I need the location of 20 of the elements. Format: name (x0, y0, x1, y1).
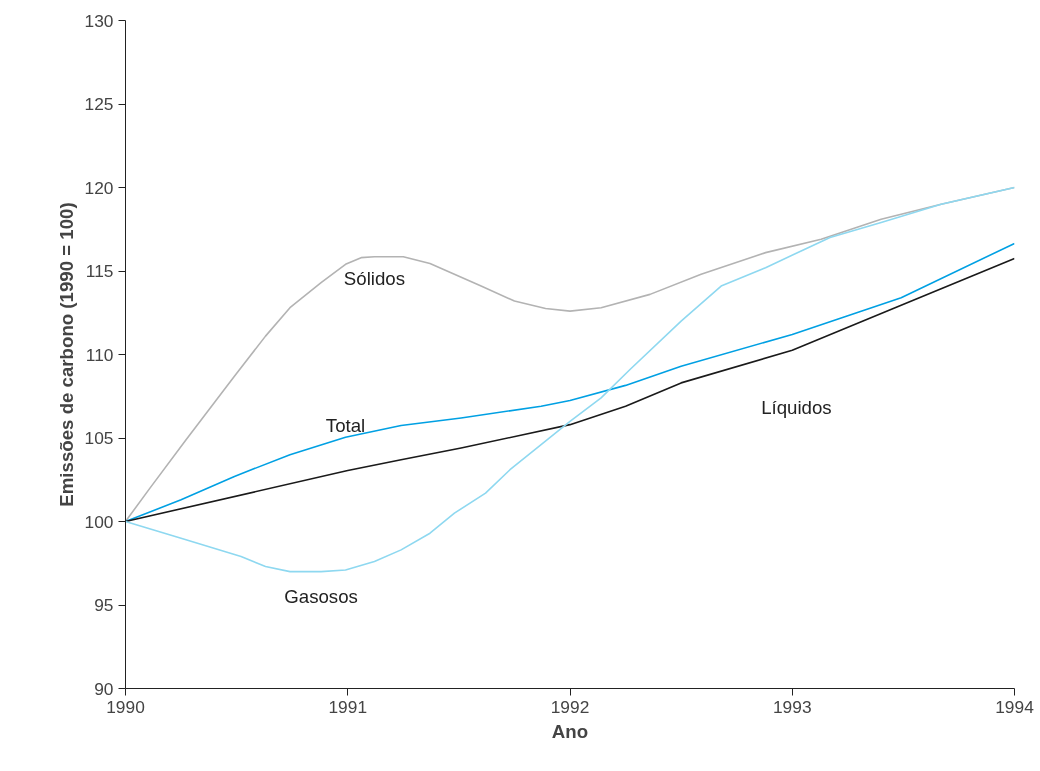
series-label: Gasosos (284, 586, 358, 608)
y-tick-label: 115 (85, 261, 114, 281)
x-tick-label: 1991 (328, 696, 368, 717)
series-label: Total (325, 414, 366, 436)
y-tick-label: 100 (84, 511, 114, 532)
y-tick-label: 120 (84, 177, 114, 198)
y-tick-label: 90 (94, 678, 114, 699)
x-tick-label: 1994 (995, 696, 1035, 717)
y-tick-label: 95 (94, 595, 114, 615)
series-label: Sólidos (343, 268, 406, 290)
x-tick-label: 1993 (772, 696, 812, 717)
x-tick-label: 1990 (106, 696, 145, 717)
series-label: Líquidos (761, 397, 832, 419)
y-tick-label: 105 (84, 428, 114, 448)
x-tick-label: 1992 (550, 696, 590, 717)
y-axis-title: Emissões de carbono (1990 = 100) (55, 202, 77, 507)
y-tick-label: 125 (84, 94, 114, 114)
y-tick-label: 130 (84, 10, 114, 31)
y-tick-label: 110 (85, 344, 114, 365)
x-axis-title: Ano (551, 720, 589, 742)
